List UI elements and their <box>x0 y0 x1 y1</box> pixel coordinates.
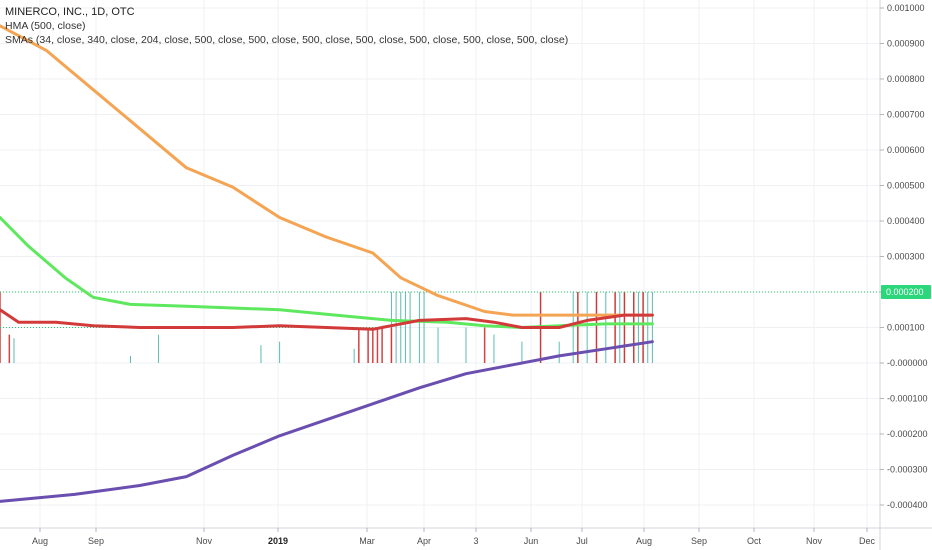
last-price-label: 0.000200 <box>886 287 924 297</box>
time-axis-label: Nov <box>196 536 213 546</box>
hma-line[interactable] <box>0 340 654 503</box>
price-axis-label: -0.000200 <box>887 429 928 439</box>
time-axis-label: 2019 <box>268 536 288 546</box>
price-axis-label: 0.000300 <box>887 252 925 262</box>
price-axis-label: 0.000100 <box>887 323 925 333</box>
price-axis-label: 0.000600 <box>887 145 925 155</box>
time-axis-label: Sep <box>88 536 104 546</box>
time-axis-label: Jul <box>576 536 588 546</box>
legend-smas[interactable]: SMAs (34, close, 340, close, 204, close,… <box>5 34 569 46</box>
time-axis-label: Sep <box>691 536 707 546</box>
time-axis-label: Aug <box>636 536 652 546</box>
chart-legend: MINERCO, INC., 1D, OTC HMA (500, close) … <box>5 5 568 47</box>
price-axis-label: 0.000500 <box>887 181 925 191</box>
price-axis-label: -0.000300 <box>887 465 928 475</box>
price-axis-label: 0.001000 <box>887 3 925 13</box>
sma-red-line[interactable] <box>0 308 654 331</box>
price-axis-label: 0.000900 <box>887 39 925 49</box>
time-axis-label: 3 <box>473 536 478 546</box>
price-axis-label: -0.000400 <box>887 500 928 510</box>
time-axis-label: Nov <box>806 536 823 546</box>
time-axis-label: Oct <box>747 536 762 546</box>
time-axis-label: Mar <box>359 536 375 546</box>
time-axis-label: Jun <box>524 536 539 546</box>
legend-symbol-title[interactable]: MINERCO, INC., 1D, OTC <box>5 6 135 18</box>
last-price-badge <box>881 285 931 299</box>
price-axis-label: -0.000100 <box>887 394 928 404</box>
time-axis-label: Apr <box>417 536 431 546</box>
sma-orange-line[interactable] <box>0 24 654 317</box>
price-axis-label: 0.000700 <box>887 110 925 120</box>
price-axis-label: 0.000400 <box>887 216 925 226</box>
time-axis-label: Aug <box>32 536 48 546</box>
price-axis-label: 0.000800 <box>887 74 925 84</box>
legend-hma[interactable]: HMA (500, close) <box>5 20 86 32</box>
time-axis-label: Dec <box>859 536 876 546</box>
price-axis-label: -0.000000 <box>887 358 928 368</box>
